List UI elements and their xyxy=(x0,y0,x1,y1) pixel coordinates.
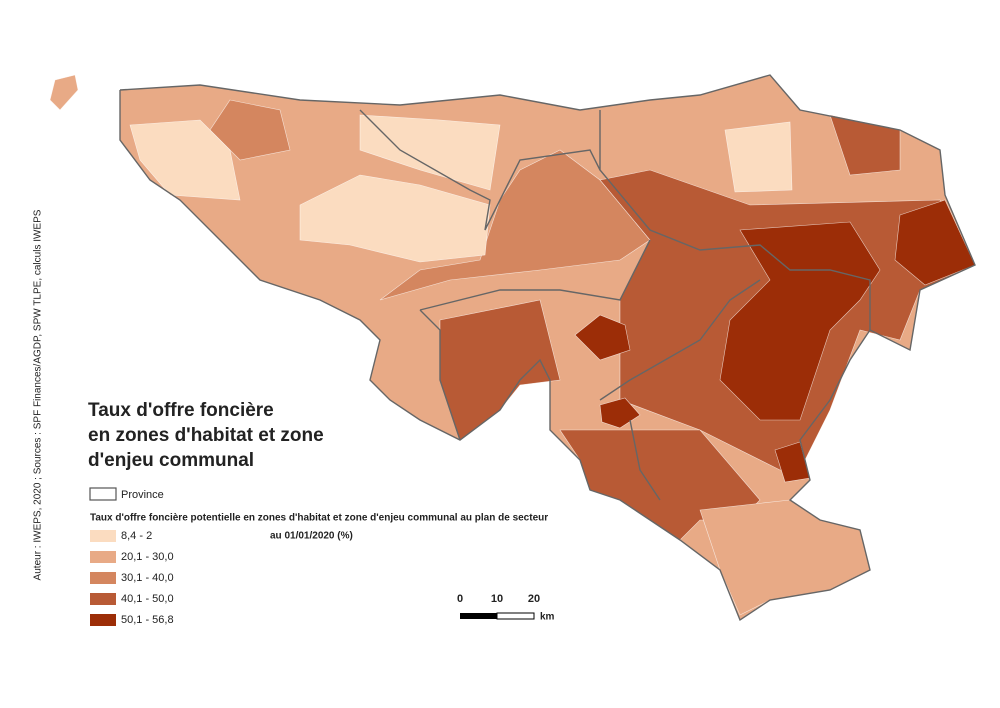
legend-label: 20,1 - 30,0 xyxy=(121,551,174,563)
province-border xyxy=(359,109,601,231)
region xyxy=(719,221,881,421)
map xyxy=(49,74,976,622)
province-border xyxy=(119,74,976,622)
region xyxy=(299,174,491,263)
scale-segment xyxy=(496,612,535,620)
region xyxy=(209,99,291,161)
title-line: d'enjeu communal xyxy=(88,450,254,471)
legend-swatch xyxy=(90,614,116,626)
legend-label: 40,1 - 50,0 xyxy=(121,593,174,605)
title: Taux d'offre foncière en zones d'habitat… xyxy=(88,400,324,471)
title-line: Taux d'offre foncière xyxy=(88,400,274,421)
region xyxy=(379,149,651,301)
province-border xyxy=(599,110,871,330)
legend-subtitle: au 01/01/2020 (%) xyxy=(270,531,353,542)
region xyxy=(574,314,631,361)
legend-swatch xyxy=(90,572,116,584)
credit: Auteur : IWEPS, 2020 ; Sources : SPF Fin… xyxy=(33,209,44,580)
legend-subtitle: Taux d'offre foncière potentielle en zon… xyxy=(90,513,548,524)
region xyxy=(894,199,976,286)
legend-label: Province xyxy=(121,489,164,501)
legend-classes: 8,4 - 2 20,1 - 30,0 30,1 - 40,0 40,1 - 50,0… xyxy=(90,530,174,626)
legend-swatch xyxy=(90,551,116,563)
region xyxy=(359,114,501,191)
province-border xyxy=(629,419,661,501)
legend-swatch xyxy=(90,593,116,605)
region xyxy=(129,119,241,201)
scale-unit: km xyxy=(540,612,555,623)
scale-segment xyxy=(460,613,497,619)
province-border xyxy=(419,239,651,311)
region xyxy=(724,121,793,193)
legend-label: 30,1 - 40,0 xyxy=(121,572,174,584)
region xyxy=(49,74,79,111)
province-border xyxy=(419,309,461,441)
legend-label: 50,1 - 56,8 xyxy=(121,614,174,626)
title-line: en zones d'habitat et zone xyxy=(88,425,324,446)
legend-label: 8,4 - 2 xyxy=(121,530,152,542)
scale-label: 0 xyxy=(457,593,463,605)
region xyxy=(439,299,561,441)
scale-bar: 0 10 20 km xyxy=(457,593,555,623)
province-border xyxy=(599,279,761,401)
legend-swatch xyxy=(90,530,116,542)
scale-label: 10 xyxy=(491,593,503,605)
province-swatch xyxy=(89,487,117,501)
scale-label: 20 xyxy=(528,593,540,605)
